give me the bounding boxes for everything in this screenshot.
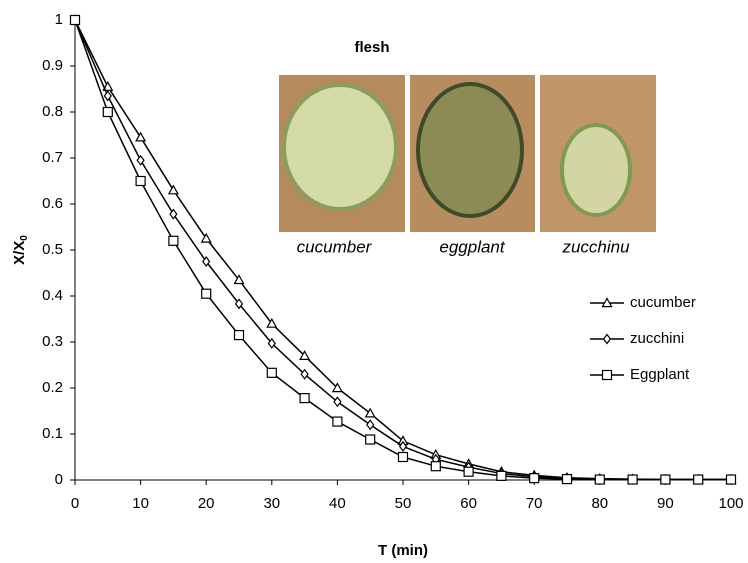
legend-marker — [602, 333, 612, 345]
point — [202, 256, 211, 267]
point — [331, 382, 343, 393]
x-tick-label: 30 — [263, 495, 280, 512]
y-tick-label: 0.8 — [42, 103, 63, 120]
y-tick-label: 1 — [55, 11, 63, 28]
point — [168, 235, 179, 246]
point — [267, 337, 276, 349]
inset-label: cucumber — [297, 237, 373, 256]
point — [266, 367, 277, 378]
point — [366, 419, 375, 431]
point — [463, 466, 474, 477]
point — [430, 461, 441, 472]
photo-shape — [560, 123, 632, 217]
y-axis-label: X/X0 — [11, 235, 30, 265]
y-tick-label: 0.6 — [42, 195, 63, 212]
point — [398, 440, 408, 452]
point — [233, 330, 245, 341]
point — [136, 154, 145, 166]
point — [496, 470, 507, 481]
legend-marker — [601, 369, 613, 381]
point — [660, 474, 671, 485]
point — [529, 473, 540, 484]
point — [365, 434, 376, 445]
point — [627, 474, 638, 485]
point — [300, 368, 309, 380]
inset-title: flesh — [354, 39, 389, 56]
point — [332, 416, 343, 427]
point — [299, 393, 310, 404]
x-tick-label: 70 — [526, 495, 543, 512]
x-tick-label: 100 — [718, 495, 743, 512]
inset-label: eggplant — [439, 237, 506, 256]
point — [234, 298, 244, 310]
y-tick-label: 0.2 — [42, 379, 63, 396]
x-tick-label: 0 — [71, 495, 79, 512]
y-tick-label: 0.1 — [42, 425, 63, 442]
y-tick-label: 0.4 — [42, 287, 63, 304]
point — [102, 80, 114, 91]
point — [233, 274, 245, 285]
point — [299, 350, 311, 360]
x-tick-label: 60 — [460, 495, 477, 512]
y-tick-label: 0.9 — [42, 57, 63, 74]
y-tick-label: 0.5 — [42, 241, 63, 258]
point — [266, 317, 278, 328]
photo-shape — [416, 82, 524, 218]
photo-shape — [282, 83, 398, 211]
point — [200, 232, 212, 243]
point — [364, 407, 376, 418]
point — [561, 473, 573, 485]
x-tick-label: 40 — [329, 495, 346, 512]
inset-photos — [279, 75, 656, 232]
legend-label: zucchini — [630, 330, 684, 347]
point — [167, 184, 179, 195]
point — [102, 106, 113, 118]
point — [103, 90, 112, 102]
x-tick-label: 10 — [132, 495, 149, 512]
point — [594, 474, 605, 485]
y-tick-label: 0 — [55, 471, 63, 488]
point — [397, 451, 409, 463]
y-axis-label-main: X/X — [11, 241, 28, 265]
y-axis-label-subscript: 0 — [19, 235, 30, 241]
x-tick-label: 80 — [591, 495, 608, 512]
point — [135, 131, 147, 142]
point — [69, 14, 81, 26]
inset-label: zucchinu — [561, 237, 630, 256]
point — [135, 175, 146, 187]
legend-label: cucumber — [630, 294, 696, 311]
x-tick-label: 50 — [395, 495, 412, 512]
y-tick-label: 0.3 — [42, 333, 63, 350]
point — [725, 474, 737, 485]
x-axis-label: T (min) — [378, 542, 428, 559]
legend-marker — [601, 297, 613, 308]
point — [201, 288, 212, 299]
x-tick-label: 20 — [198, 495, 215, 512]
x-tick-label: 90 — [657, 495, 674, 512]
y-tick-label: 0.7 — [42, 149, 63, 166]
legend-label: Eggplant — [630, 366, 690, 383]
point — [333, 396, 342, 408]
point — [693, 474, 704, 485]
point — [169, 208, 178, 220]
